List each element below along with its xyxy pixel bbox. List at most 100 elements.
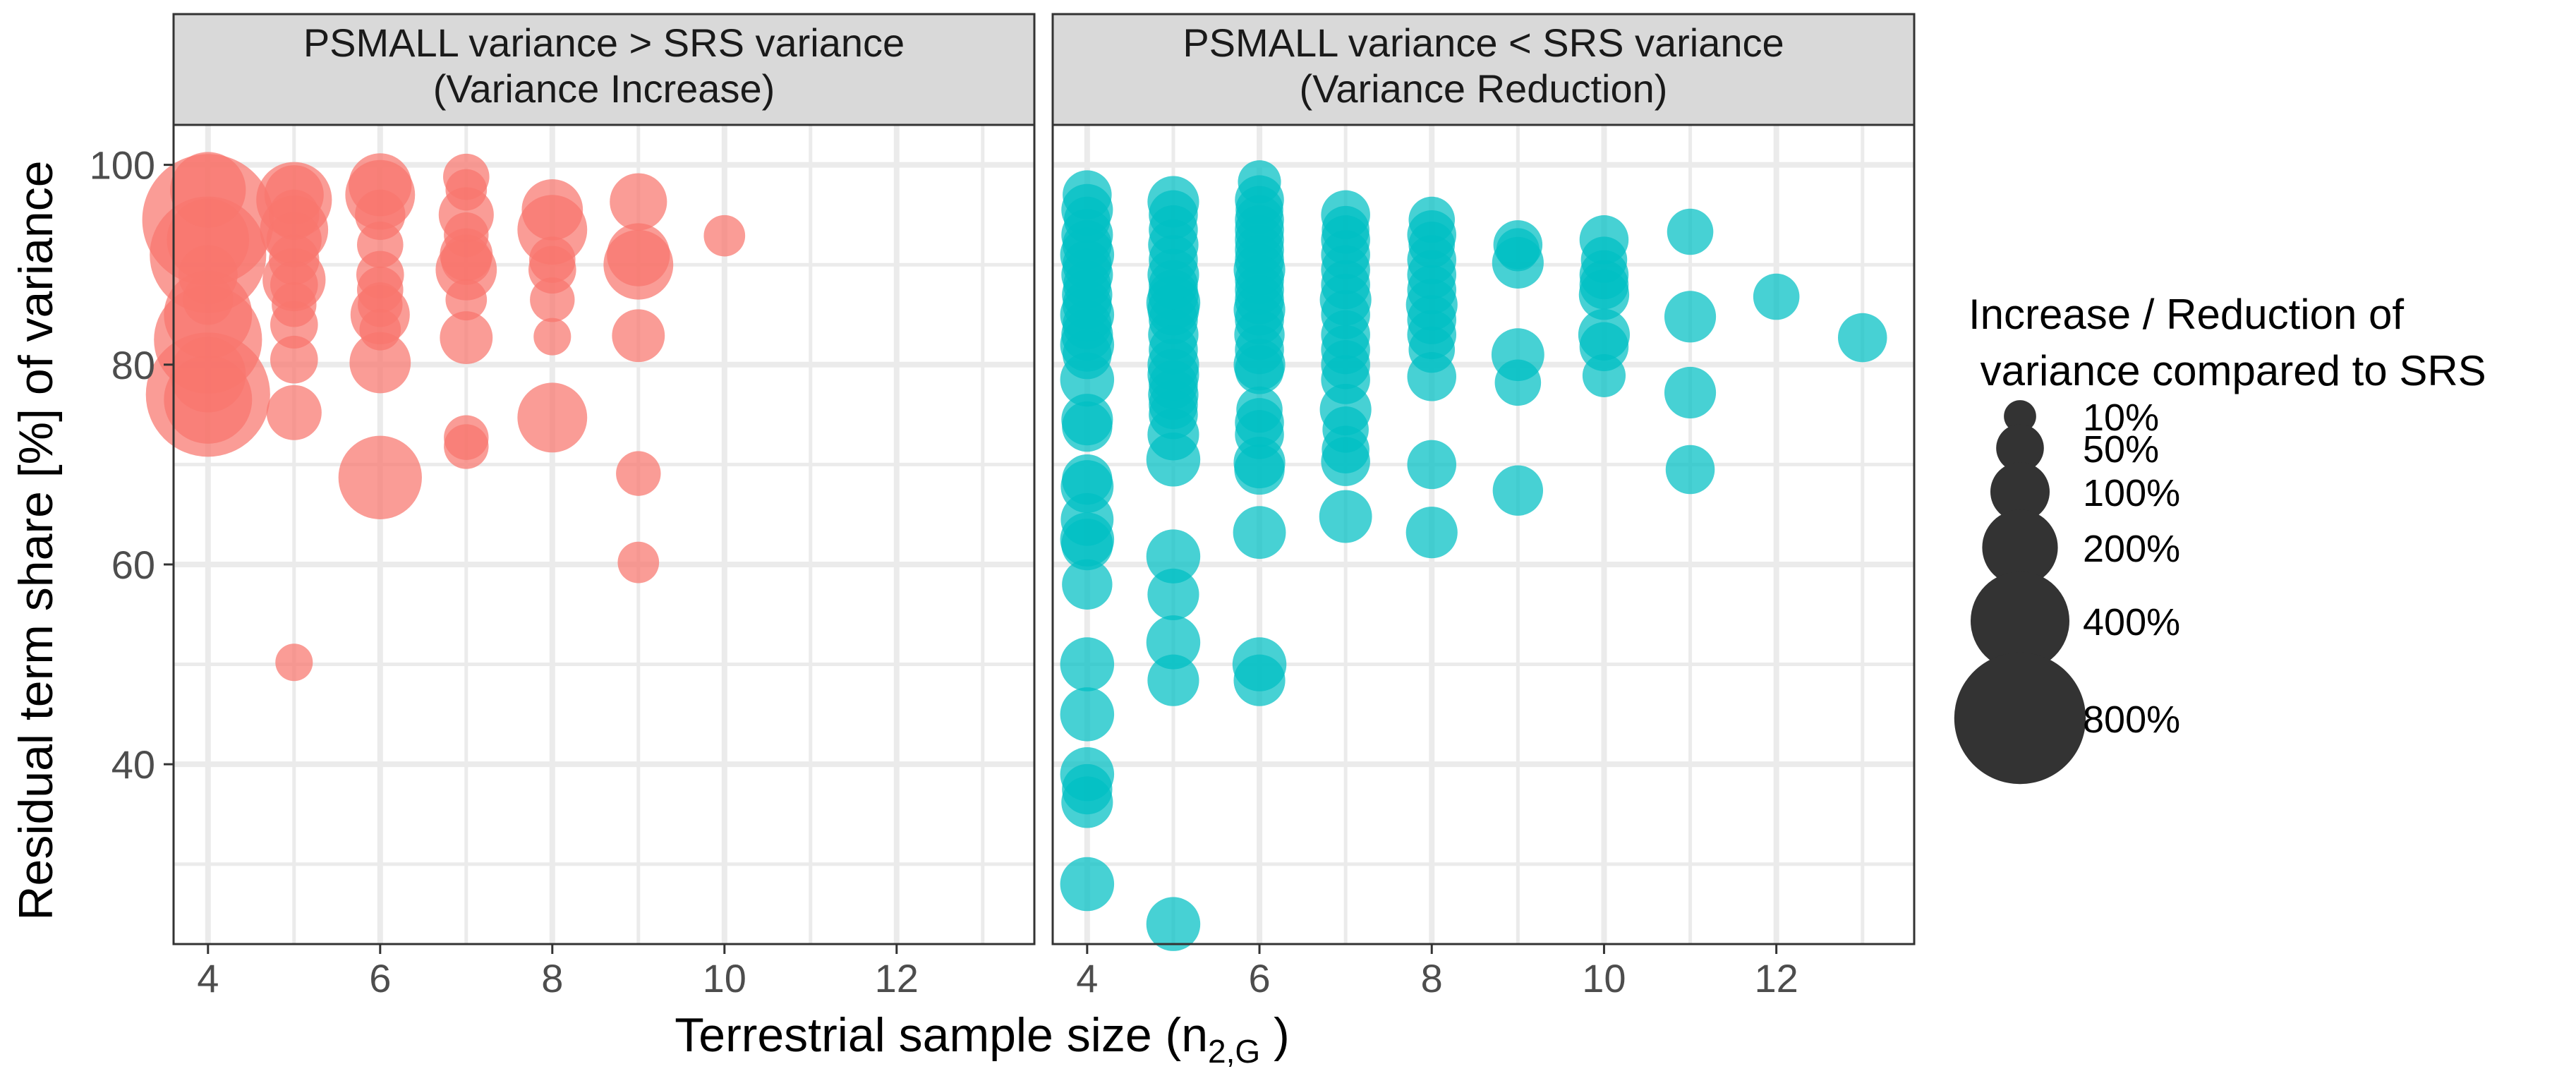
strip-label-line: (Variance Increase) bbox=[433, 66, 775, 111]
data-point bbox=[1322, 406, 1369, 453]
data-point bbox=[1147, 568, 1199, 621]
data-point bbox=[607, 223, 670, 286]
legend-key-circle bbox=[1971, 572, 2069, 670]
data-point bbox=[1060, 687, 1115, 742]
data-point bbox=[440, 311, 493, 365]
data-point bbox=[1321, 355, 1370, 404]
panel-increase: PSMALL variance > SRS variance(Variance … bbox=[90, 13, 1036, 1001]
strip-background bbox=[172, 13, 1036, 126]
data-point bbox=[1408, 222, 1456, 268]
data-point bbox=[703, 214, 746, 257]
data-point bbox=[266, 385, 322, 440]
data-point bbox=[183, 274, 234, 325]
legend-key-label: 400% bbox=[2083, 601, 2180, 643]
x-tick-label: 10 bbox=[703, 956, 746, 1001]
data-point bbox=[517, 382, 588, 453]
data-point bbox=[1146, 897, 1201, 951]
data-point bbox=[349, 332, 411, 394]
x-tick-label: 10 bbox=[1582, 956, 1626, 1001]
data-point bbox=[1233, 506, 1286, 560]
strip-label-line: PSMALL variance > SRS variance bbox=[303, 20, 905, 65]
data-point bbox=[1405, 507, 1458, 559]
legend-key-label: 10% bbox=[2083, 397, 2159, 439]
data-point bbox=[1667, 208, 1714, 255]
data-point bbox=[521, 179, 583, 241]
y-tick-label: 60 bbox=[111, 543, 155, 587]
y-axis-title: Residual term share [%] of variance bbox=[9, 160, 63, 920]
x-axis-title: Terrestrial sample size (n2,G ) bbox=[675, 1008, 1289, 1070]
data-point bbox=[533, 318, 572, 356]
legend: Increase / Reduction of variance compare… bbox=[1954, 291, 2486, 785]
data-point bbox=[1062, 401, 1113, 452]
legend-key-label: 800% bbox=[2083, 699, 2180, 741]
data-point bbox=[444, 424, 489, 469]
data-point bbox=[612, 309, 665, 363]
strip-label-line: (Variance Reduction) bbox=[1300, 66, 1668, 111]
data-point bbox=[1149, 389, 1198, 440]
x-tick-label: 4 bbox=[1076, 956, 1098, 1001]
data-point bbox=[170, 152, 246, 228]
y-tick-label: 40 bbox=[111, 742, 155, 787]
data-point bbox=[445, 169, 488, 211]
x-tick-label: 6 bbox=[1248, 956, 1270, 1001]
data-point bbox=[1062, 763, 1113, 815]
y-tick-label: 80 bbox=[111, 343, 155, 387]
legend-key-label: 50% bbox=[2083, 428, 2159, 471]
data-point bbox=[1146, 615, 1201, 670]
x-axis-title-sub: 2,G bbox=[1208, 1033, 1260, 1070]
data-point bbox=[1064, 196, 1111, 243]
x-tick-label: 6 bbox=[369, 956, 391, 1001]
data-point bbox=[444, 212, 489, 258]
legend-title-line-1: Increase / Reduction of bbox=[1969, 291, 2404, 338]
legend-key-circle bbox=[1990, 462, 2050, 521]
data-point bbox=[1146, 529, 1201, 584]
data-point bbox=[1837, 313, 1887, 363]
data-point bbox=[1580, 236, 1628, 283]
data-point bbox=[1063, 330, 1112, 380]
data-point bbox=[1582, 353, 1626, 397]
x-axis-title-main: Terrestrial sample size (n bbox=[675, 1008, 1208, 1062]
panels: PSMALL variance > SRS variance(Variance … bbox=[90, 13, 1916, 1001]
legend-key-circle bbox=[1954, 652, 2086, 785]
data-point bbox=[1062, 559, 1113, 610]
data-point bbox=[1322, 205, 1369, 254]
data-point bbox=[1149, 260, 1198, 310]
data-point bbox=[1492, 465, 1544, 516]
x-tick-label: 4 bbox=[197, 956, 219, 1001]
data-point bbox=[1060, 637, 1115, 691]
data-point bbox=[1063, 260, 1111, 309]
data-point bbox=[1236, 386, 1283, 433]
data-point bbox=[1494, 359, 1542, 406]
data-point bbox=[616, 451, 661, 496]
data-point bbox=[1664, 366, 1717, 419]
data-point bbox=[269, 189, 320, 241]
legend-title-line-2: variance compared to SRS bbox=[1969, 347, 2486, 394]
data-point bbox=[1319, 490, 1372, 543]
legend-title: Increase / Reduction of variance compare… bbox=[1969, 291, 2486, 394]
legend-key-label: 100% bbox=[2083, 472, 2180, 514]
data-point bbox=[529, 236, 576, 283]
panel-reduction: PSMALL variance < SRS variance(Variance … bbox=[1051, 13, 1916, 1001]
data-point bbox=[610, 173, 667, 231]
legend-key-circle bbox=[2004, 400, 2036, 433]
x-tick-label: 12 bbox=[875, 956, 919, 1001]
series-points-reduction bbox=[1060, 160, 1887, 951]
data-point bbox=[617, 541, 660, 584]
data-point bbox=[445, 279, 488, 321]
data-point bbox=[275, 643, 313, 682]
data-point bbox=[1233, 654, 1286, 706]
data-point bbox=[1665, 445, 1715, 495]
data-point bbox=[1238, 160, 1281, 204]
data-point bbox=[530, 277, 575, 322]
data-point bbox=[270, 335, 318, 384]
data-point bbox=[170, 337, 246, 413]
legend-key-label: 200% bbox=[2083, 528, 2180, 570]
data-point bbox=[1235, 345, 1284, 394]
y-tick-label: 100 bbox=[90, 143, 155, 188]
data-point bbox=[1061, 519, 1113, 571]
data-point bbox=[1496, 228, 1540, 272]
x-tick-label: 12 bbox=[1754, 956, 1798, 1001]
data-point bbox=[1408, 326, 1456, 373]
data-point bbox=[1664, 291, 1717, 343]
